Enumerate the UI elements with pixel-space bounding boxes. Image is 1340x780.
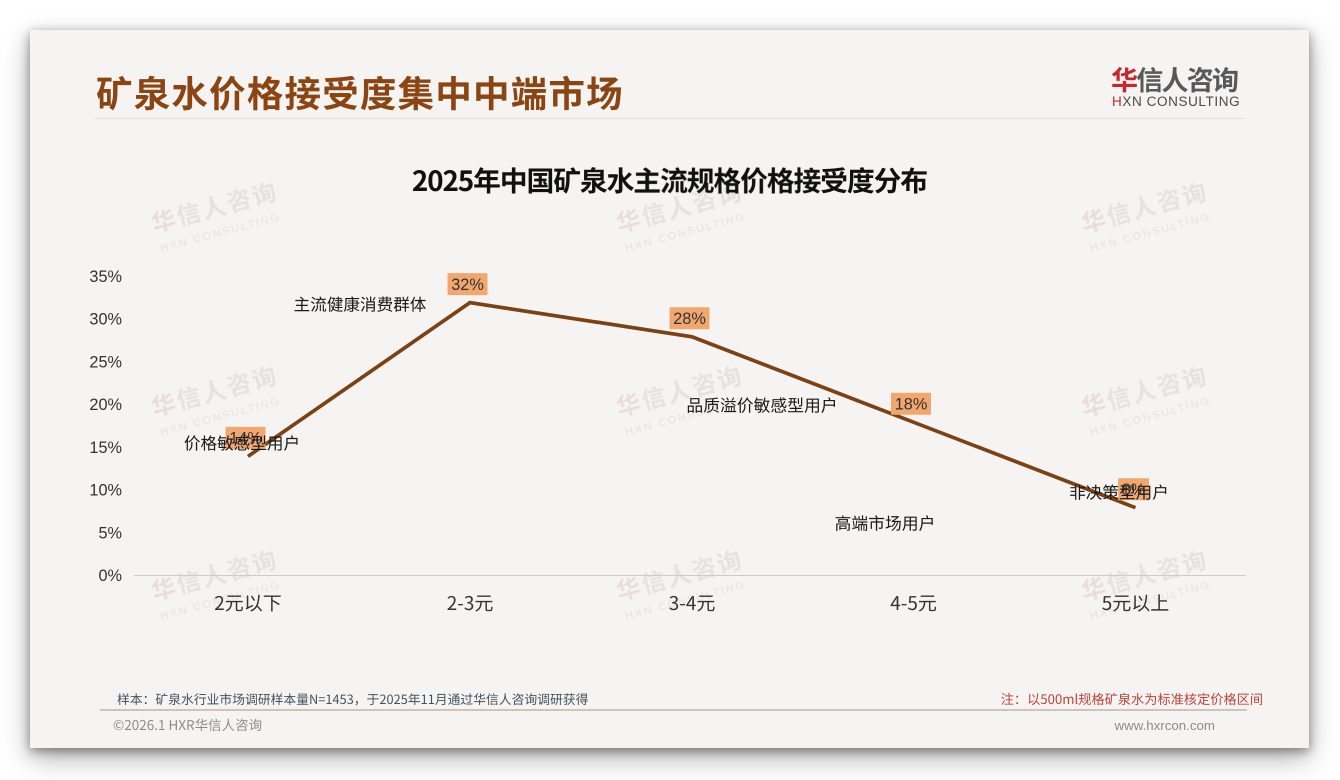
svg-text:5%: 5% — [98, 524, 122, 542]
svg-text:18%: 18% — [895, 396, 928, 414]
svg-text:20%: 20% — [89, 396, 122, 414]
svg-text:15%: 15% — [89, 439, 122, 457]
svg-text:10%: 10% — [89, 482, 122, 500]
svg-text:14%: 14% — [229, 430, 262, 448]
svg-text:25%: 25% — [89, 353, 122, 371]
svg-text:HXN CONSULTING: HXN CONSULTING — [1112, 94, 1240, 109]
svg-text:www.hxrcon.com: www.hxrcon.com — [1114, 718, 1216, 733]
svg-text:32%: 32% — [451, 276, 484, 294]
svg-text:30%: 30% — [89, 311, 122, 329]
svg-text:35%: 35% — [89, 268, 122, 286]
svg-text:28%: 28% — [673, 310, 706, 328]
svg-text:0%: 0% — [98, 567, 122, 585]
